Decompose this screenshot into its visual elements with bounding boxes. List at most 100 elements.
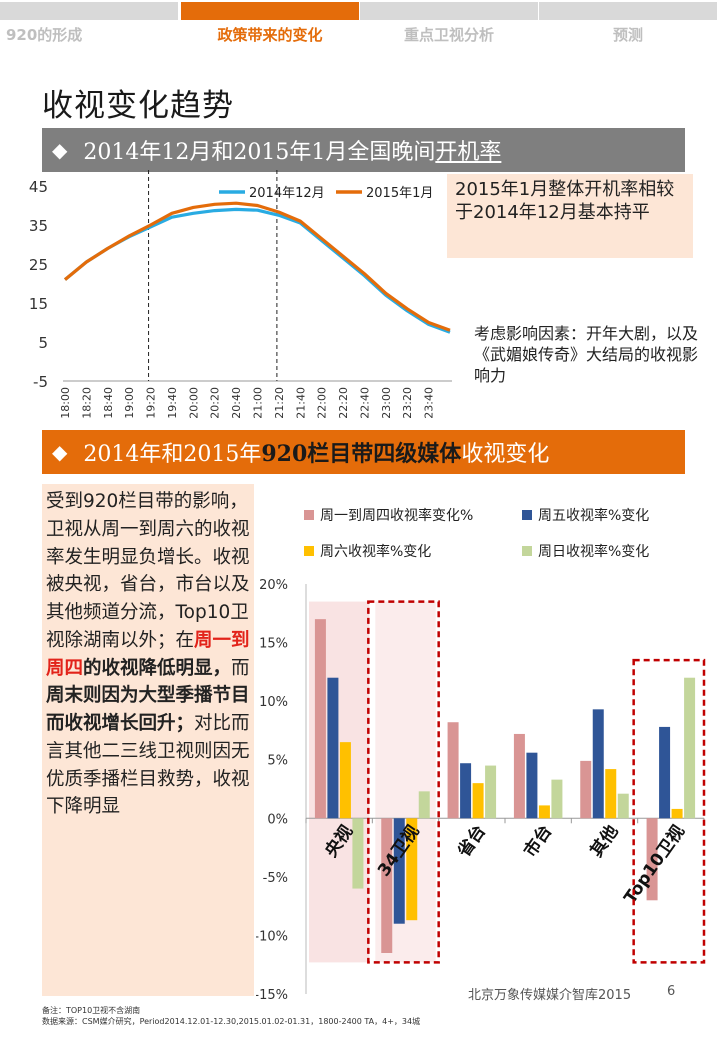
y-tick-label: 5% [267, 754, 288, 769]
x-tick-label: 18:00 [59, 387, 72, 419]
bar-2 [406, 818, 418, 921]
note-bold2: 周末则因为大型季播节目而收视增长回升； [46, 685, 250, 734]
bar-0 [314, 619, 326, 819]
legend-swatch [522, 546, 532, 556]
series-line-1 [63, 201, 451, 332]
x-tick-label: 21:00 [252, 387, 265, 419]
bar-1 [460, 763, 472, 819]
bar-1 [659, 726, 671, 819]
bar-1 [592, 709, 604, 819]
x-tick-label: 19:00 [123, 387, 136, 419]
category-label: 其他 [586, 821, 623, 861]
tab-bar-2[interactable] [360, 2, 538, 20]
tab-bar-1[interactable] [181, 2, 359, 20]
bar-2 [605, 769, 617, 819]
section2-title-p2: 收视变化 [461, 442, 550, 467]
bar-3 [352, 818, 364, 889]
series-line-0 [63, 207, 451, 334]
legend-swatch [522, 510, 532, 520]
legend-label: 周六收视率%变化 [320, 543, 431, 560]
x-tick-label: 22:00 [316, 387, 329, 419]
section2-title-bold: 920栏目带四级媒体 [261, 441, 462, 467]
note-part2: 而 [231, 657, 250, 679]
y-tick-label: 15% [259, 637, 288, 652]
x-tick-label: 20:20 [209, 387, 222, 419]
y-tick-label: -10% [256, 929, 288, 944]
note-part3: 对比而言其他二三线卫视则因无优质季播栏目救势，收视下降明显 [46, 713, 250, 818]
legend-label: 2014年12月 [249, 186, 325, 201]
bar-1 [327, 677, 339, 819]
bar-0 [646, 818, 658, 901]
x-tick-label: 18:40 [102, 387, 115, 419]
y-tick-label: 20% [259, 578, 288, 593]
x-tick-label: 23:40 [423, 387, 436, 419]
footnote-2: 数据来源：CSM媒介研究，Period2014.12.01-12.30,2015… [42, 1017, 421, 1026]
section1-side-note: 考虑影响因素：开年大剧，以及《武媚娘传奇》大结局的收视影响力 [474, 324, 699, 385]
dashed-highlight-box [367, 600, 440, 964]
bar-3 [485, 765, 497, 819]
y-tick-label: -5% [263, 871, 288, 886]
bar-2 [538, 805, 550, 819]
diamond-icon: ◆ [52, 440, 68, 464]
legend-label: 周日收视率%变化 [538, 543, 649, 560]
tab-label-0[interactable]: 920的形成 [6, 26, 83, 44]
legend-swatch [304, 546, 314, 556]
bar-1 [393, 818, 405, 924]
legend-label: 2015年1月 [366, 186, 433, 201]
bar-0 [381, 818, 393, 953]
x-tick-label: 18:20 [80, 387, 93, 419]
legend-label: 周一到周四收视率变化% [320, 507, 473, 524]
bar-chart: 20%15%10%5%0%-5%-10%-15%央视 34卫视 省台 市台 其他Top1… [256, 507, 706, 1003]
bar-2 [339, 742, 351, 819]
section1-title-text: 2014年12月和2015年1月全国晚间 [83, 140, 436, 165]
y-tick-label: -15% [256, 988, 288, 1003]
bar-3 [617, 793, 629, 819]
tab-label-1[interactable]: 政策带来的变化 [217, 26, 323, 44]
section2-note-text: 受到920栏目带的影响，卫视从周一到周六的收视率发生明显负增长。收视被央视，省台… [46, 488, 250, 821]
y-tick-label: 25 [29, 256, 48, 274]
y-tick-label: 45 [29, 178, 48, 196]
x-tick-label: 22:40 [358, 387, 371, 419]
note-part1: 受到920栏目带的影响，卫视从周一到周六的收视率发生明显负增长。收视被央视，省台… [46, 491, 250, 651]
footer-brand: 北京万象传媒媒介智库2015 [468, 988, 632, 1003]
page-title: 收视变化趋势 [42, 88, 234, 124]
y-tick-label: 0% [267, 812, 288, 827]
diamond-icon: ◆ [52, 138, 68, 162]
section2-note: 受到920栏目带的影响，卫视从周一到周六的收视率发生明显负增长。收视被央视，省台… [42, 484, 254, 996]
line-chart: 45 35 25 15 5 -5 18:00 18:20 18:40 19:00 19:20 19:4… [29, 170, 452, 419]
tab-bar-3[interactable] [539, 2, 717, 20]
x-tick-label: 20:40 [230, 387, 243, 419]
bar-1 [526, 752, 538, 819]
bar-3 [551, 779, 563, 819]
tab-bar-0[interactable] [0, 2, 178, 20]
footnote-1: 备注：TOP10卫视不含湖南 [42, 1006, 141, 1015]
x-tick-label: 21:20 [273, 387, 286, 419]
bar-3 [684, 677, 696, 819]
tab-label-2[interactable]: 重点卫视分析 [403, 26, 494, 44]
bar-0 [580, 760, 592, 819]
y-tick-label: 35 [29, 217, 48, 235]
x-tick-label: 23:20 [401, 387, 414, 419]
category-label: 省台 [453, 821, 490, 862]
x-tick-label: 19:20 [145, 387, 158, 419]
page-number: 6 [667, 984, 676, 999]
bar-0 [447, 722, 459, 819]
section1-callout: 2015年1月整体开机率相较于2014年12月基本持平 [447, 174, 693, 258]
note-bold1: 的收视降低明显， [83, 657, 232, 679]
x-tick-label: 21:40 [294, 387, 307, 419]
x-tick-label: 19:40 [166, 387, 179, 419]
x-tick-label: 20:00 [187, 387, 200, 419]
bar-2 [671, 808, 683, 819]
note-red: 周一到周四 [46, 629, 250, 679]
category-label: 市台 [520, 821, 557, 861]
legend-swatch [304, 510, 314, 520]
y-tick-label: -5 [33, 373, 48, 391]
dashed-highlight-box [632, 658, 706, 964]
section2-title-p1: 2014年和2015年 [83, 442, 262, 467]
y-tick-label: 5 [38, 334, 48, 352]
x-tick-label: 22:20 [337, 387, 350, 419]
bar-2 [472, 783, 484, 819]
tab-label-3[interactable]: 预测 [612, 26, 643, 44]
bar-0 [513, 733, 525, 819]
section1-banner: ◆ 2014年12月和2015年1月全国晚间 开机率 [42, 128, 685, 172]
